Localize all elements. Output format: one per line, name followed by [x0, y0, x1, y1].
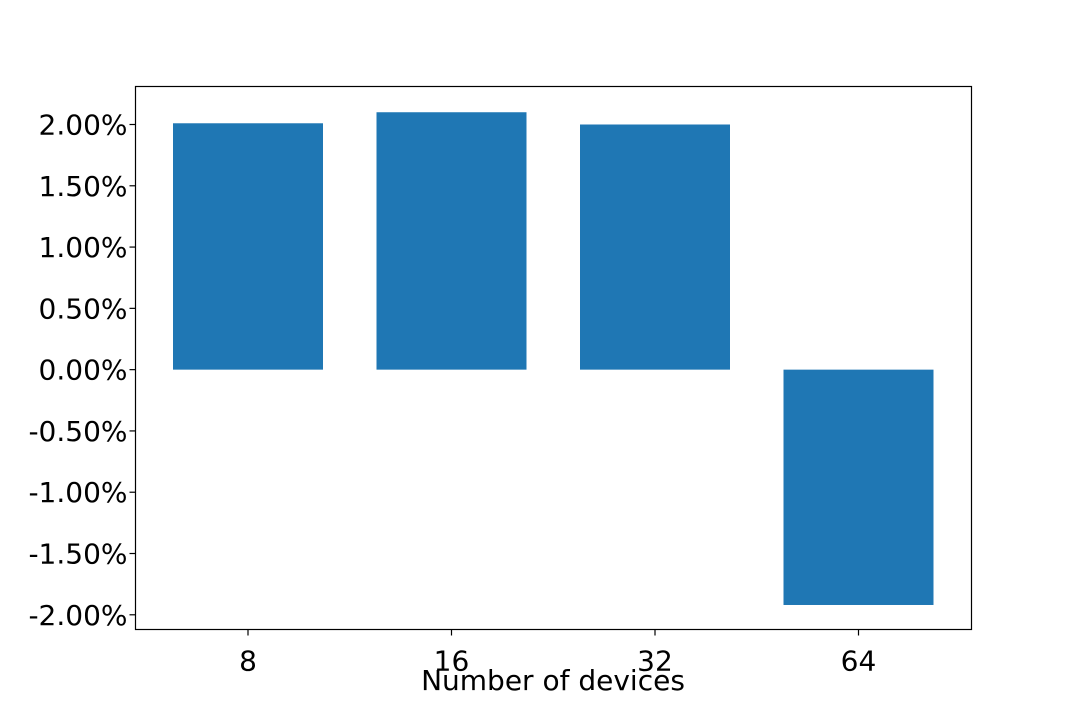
- plot-frame: [134, 85, 973, 631]
- y-tick-label: 1.50%: [39, 170, 128, 203]
- y-tick-label: -0.50%: [28, 415, 127, 448]
- bars-group: [173, 112, 934, 605]
- y-tick-label: 2.00%: [39, 108, 128, 141]
- x-axis-label: Number of devices: [421, 664, 685, 697]
- x-tick-label-32: 32: [637, 645, 673, 678]
- x-tick-label-16: 16: [434, 645, 470, 678]
- x-tick-label-8: 8: [239, 645, 257, 678]
- x-axis: 8 16 32 64: [239, 629, 877, 678]
- y-tick-label: -1.00%: [28, 476, 127, 509]
- y-tick-label: -2.00%: [28, 599, 127, 632]
- x-tick-label-64: 64: [841, 645, 877, 678]
- bar-32: [580, 124, 730, 370]
- bar-8: [173, 123, 323, 370]
- y-tick-label: 0.50%: [39, 292, 128, 325]
- y-tick-label: -1.50%: [28, 538, 127, 571]
- y-tick-label: 0.00%: [39, 354, 128, 387]
- y-axis: -2.00% -1.50% -1.00% -0.50% 0.00% 0.50% 1.00% 1…: [28, 108, 136, 632]
- bar-16: [376, 112, 527, 370]
- y-tick-label: 1.00%: [39, 231, 128, 264]
- bar-64: [783, 369, 934, 605]
